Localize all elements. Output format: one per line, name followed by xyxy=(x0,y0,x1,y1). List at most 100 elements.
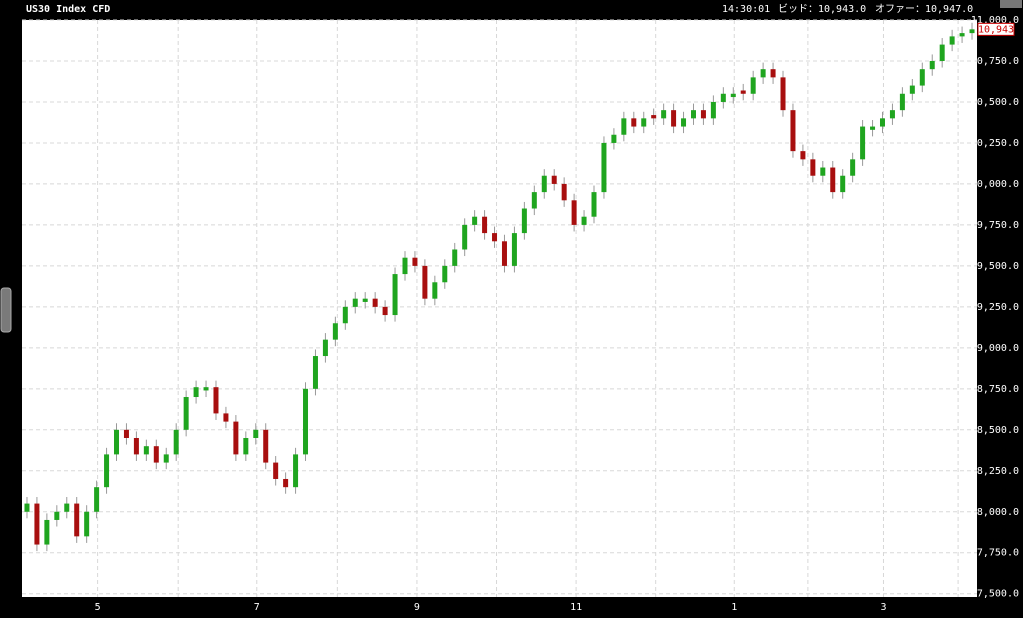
candle-body xyxy=(24,503,30,512)
candle-body xyxy=(233,421,239,455)
candle-body xyxy=(551,175,557,184)
candle-body xyxy=(800,151,806,160)
y-tick-label: 9,750.0 xyxy=(977,220,1019,231)
candle-body xyxy=(462,224,468,250)
candle-body xyxy=(870,126,876,130)
candle-body xyxy=(671,110,677,127)
candle-body xyxy=(422,265,428,299)
candle-body xyxy=(591,192,597,217)
plot-area xyxy=(22,20,977,597)
candle-body xyxy=(790,110,796,152)
side-tab[interactable] xyxy=(0,287,12,333)
candle-body xyxy=(492,233,498,242)
bid: ビッド：10,943.0 xyxy=(778,3,866,15)
candle-body xyxy=(641,118,647,127)
chart-title: US30 Index CFD xyxy=(26,4,110,15)
candle-body xyxy=(412,257,418,266)
candle-body xyxy=(203,387,209,391)
candle-body xyxy=(929,60,935,70)
last-price-label: 10,943 xyxy=(978,24,1014,35)
y-tick-label: 9,000.0 xyxy=(977,343,1019,354)
candle-body xyxy=(621,118,627,135)
y-tick-label: 8,000.0 xyxy=(977,507,1019,518)
candle-body xyxy=(432,282,438,299)
candle-body xyxy=(770,69,776,78)
candle-body xyxy=(661,110,667,119)
candle-body xyxy=(342,306,348,324)
candle-body xyxy=(750,77,756,94)
candle-body xyxy=(501,241,507,266)
candle-body xyxy=(402,257,408,275)
candle-body xyxy=(223,413,229,422)
candle-body xyxy=(631,118,637,127)
candle-body xyxy=(253,429,259,438)
y-tick-label: 8,250.0 xyxy=(977,466,1019,477)
candle-body xyxy=(571,200,577,225)
candle-body xyxy=(94,487,100,512)
candle-body xyxy=(362,298,368,302)
y-tick-label: 11,000.0 xyxy=(971,15,1019,26)
candle-body xyxy=(949,36,955,45)
x-tick-label: 9 xyxy=(414,602,420,613)
candle-body xyxy=(163,454,169,463)
candle-body xyxy=(780,77,786,111)
y-tick-label: 8,500.0 xyxy=(977,425,1019,436)
candle-body xyxy=(114,429,120,455)
candle-body xyxy=(909,85,915,94)
candle-body xyxy=(372,298,378,307)
candle-body xyxy=(133,437,139,455)
candle-body xyxy=(541,175,547,193)
candle-body xyxy=(104,454,110,488)
candle-body xyxy=(452,249,458,266)
x-tick-label: 11 xyxy=(570,602,582,613)
candle-body xyxy=(243,437,249,455)
candle-body xyxy=(303,388,309,455)
candle-body xyxy=(899,93,905,111)
candle-body xyxy=(123,429,129,438)
candle-body xyxy=(54,511,60,520)
y-tick-label: 8,750.0 xyxy=(977,384,1019,395)
candle-body xyxy=(392,274,398,316)
candle-body xyxy=(820,167,826,176)
candle-body xyxy=(681,118,687,127)
candle-body xyxy=(173,429,179,455)
candle-body xyxy=(332,323,338,340)
y-tick-label: 9,500.0 xyxy=(977,261,1019,272)
candle-body xyxy=(482,216,488,234)
candle-body xyxy=(64,503,70,512)
x-tick-label: 1 xyxy=(731,602,737,613)
corner-button[interactable] xyxy=(1000,0,1022,8)
candle-body xyxy=(511,233,517,266)
candle-body xyxy=(830,167,836,193)
candle-body xyxy=(850,159,856,176)
candle-body xyxy=(263,429,269,463)
candle-body xyxy=(34,503,40,545)
candle-body xyxy=(143,446,149,455)
candle-body xyxy=(860,126,866,160)
candle-body xyxy=(879,118,885,127)
candle-body xyxy=(382,306,388,316)
y-tick-label: 10,250.0 xyxy=(971,138,1019,149)
candle-body xyxy=(969,29,975,34)
candle-body xyxy=(601,142,607,193)
candle-body xyxy=(293,454,299,488)
candle-body xyxy=(44,519,50,545)
candle-body xyxy=(352,298,358,307)
candle-body xyxy=(740,90,746,94)
candle-body xyxy=(273,462,279,479)
x-tick-label: 7 xyxy=(254,602,260,613)
candle-body xyxy=(939,44,945,61)
candle-body xyxy=(760,69,766,78)
x-tick-label: 5 xyxy=(95,602,101,613)
candle-body xyxy=(183,397,189,430)
candle-body xyxy=(710,101,716,119)
y-tick-label: 10,500.0 xyxy=(971,97,1019,108)
candle-body xyxy=(472,216,478,225)
candle-body xyxy=(561,183,567,201)
candle-body xyxy=(611,134,617,143)
candle-body xyxy=(889,110,895,119)
offer: オファー：10,947.0 xyxy=(875,3,973,15)
x-tick-label: 3 xyxy=(880,602,886,613)
